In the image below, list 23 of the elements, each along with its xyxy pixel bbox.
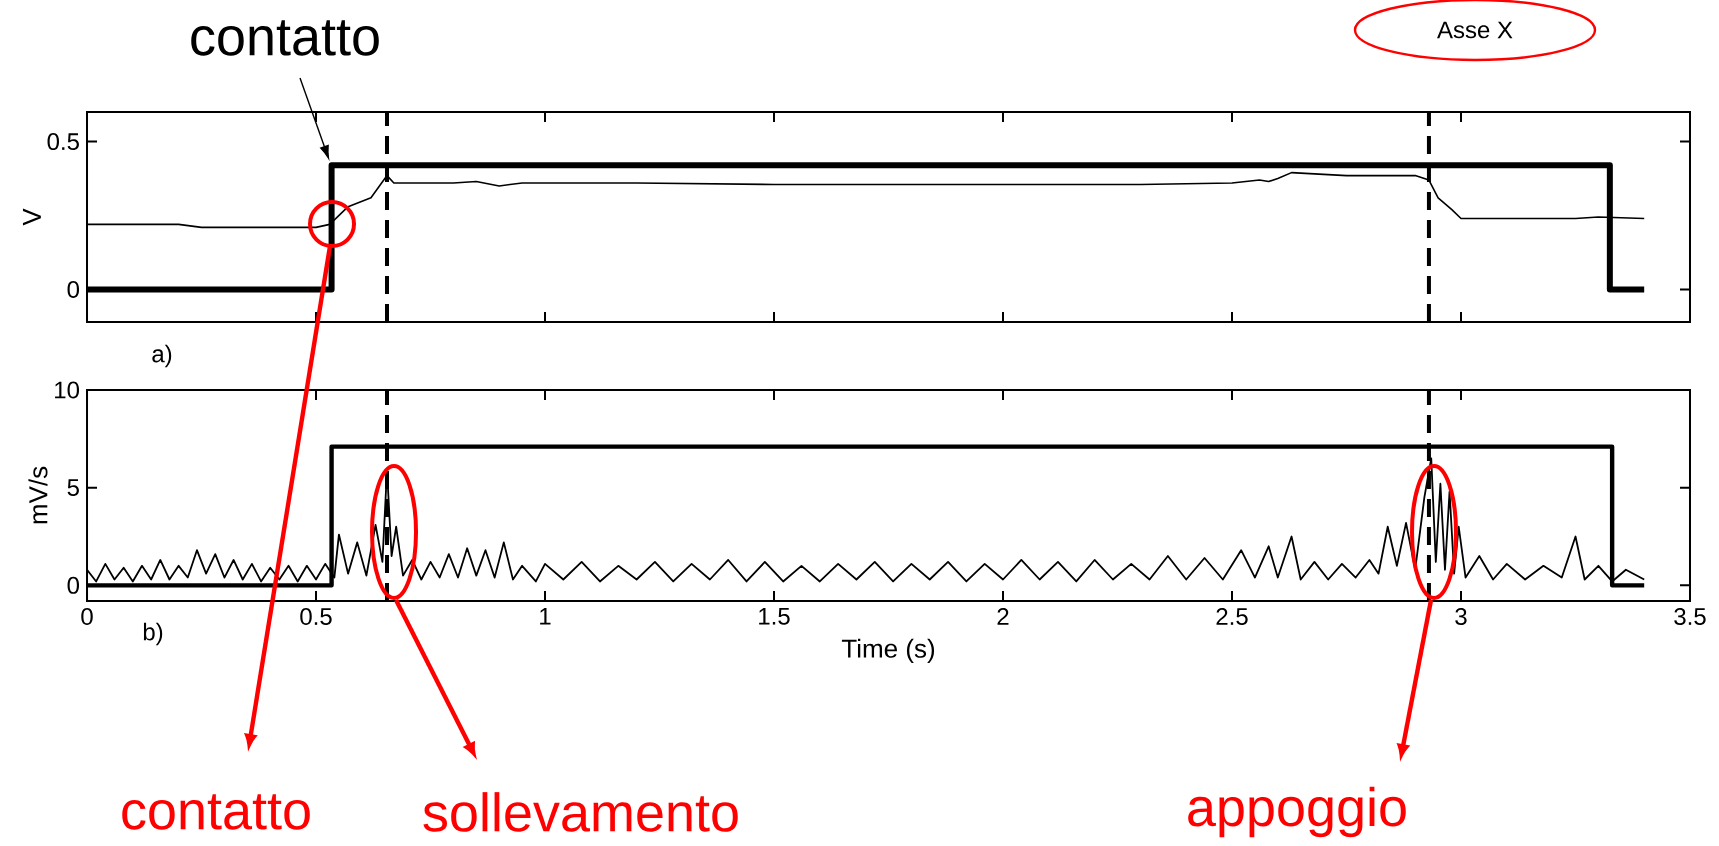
text: sollevamento — [423, 792, 738, 832]
y-tick-label: 5 — [67, 479, 79, 497]
y-axis-title: mV/s — [28, 466, 48, 524]
x-tick-label: 2.5 — [1216, 608, 1248, 626]
x-tick-label: 2 — [997, 608, 1009, 625]
text: appoggio — [1188, 786, 1406, 838]
y-tick-label: 0 — [67, 576, 80, 594]
x-tick-label: 0 — [81, 608, 93, 626]
x-tick-label: 3 — [1455, 608, 1467, 626]
annotation: contatto — [191, 20, 379, 56]
y-tick-label: 0.5 — [47, 133, 79, 151]
x-axis-title: Time (s) — [841, 638, 935, 664]
x-tick-label: 3.5 — [1674, 608, 1706, 626]
y-tick-label: 10 — [55, 381, 80, 399]
text: contatto — [122, 794, 310, 830]
y-tick-label: 0 — [67, 280, 80, 298]
y-axis-title: V — [22, 208, 41, 226]
text: b) — [143, 622, 163, 646]
text: Asse X — [1437, 21, 1513, 39]
x-tick-label: 1.5 — [759, 608, 790, 625]
text: a) — [152, 344, 172, 368]
x-tick-label: 1 — [540, 608, 551, 625]
x-tick-label: 0.5 — [300, 608, 332, 626]
